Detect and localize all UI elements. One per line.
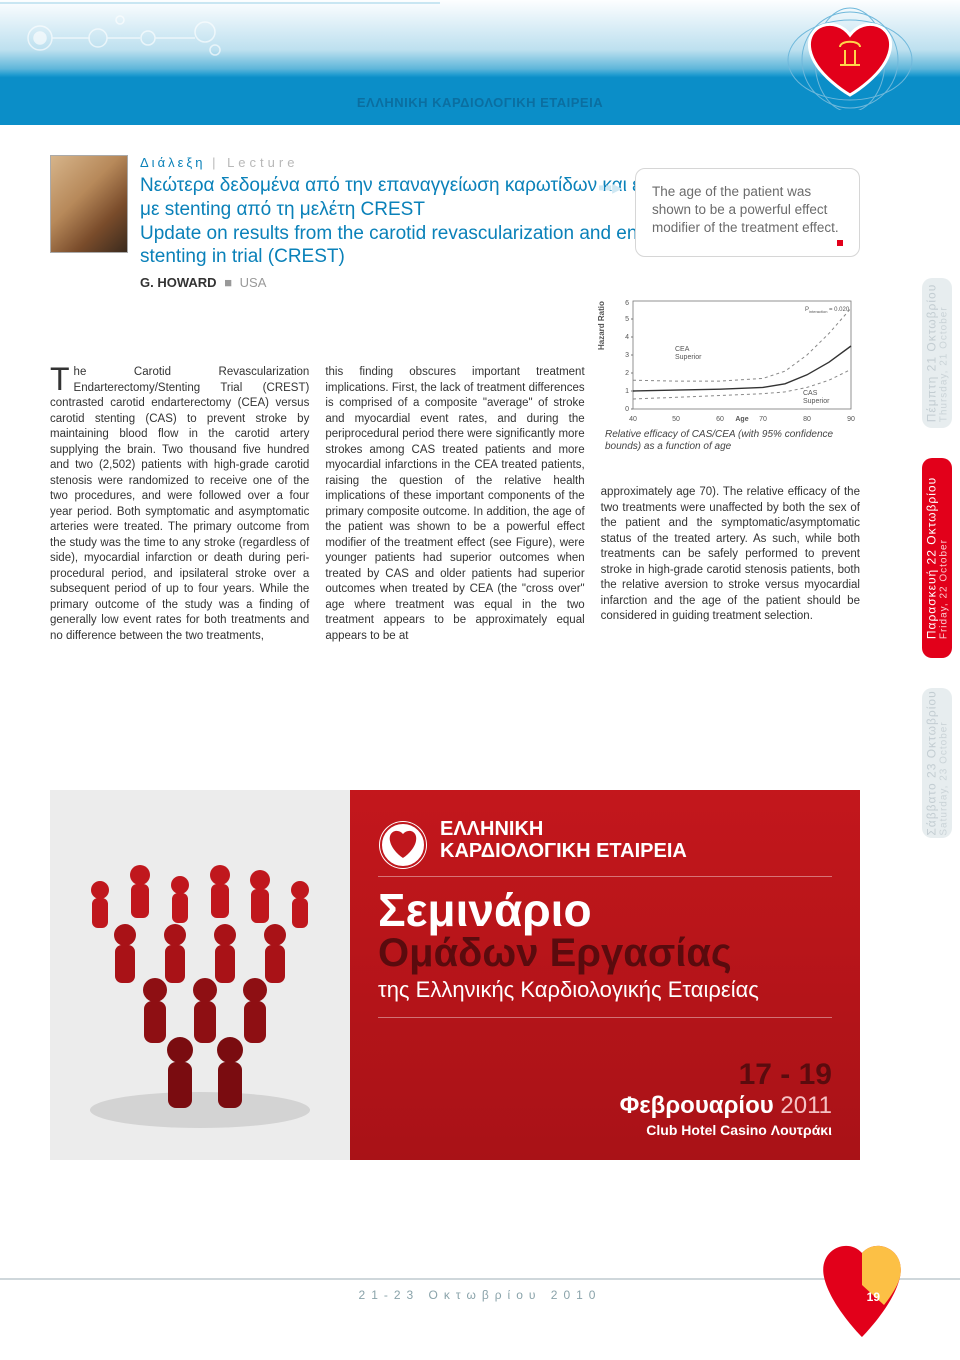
promo-society-line2: ΚΑΡΔΙΟΛΟΓΙΚΗ ΕΤΑΙΡΕΙΑ: [440, 840, 687, 862]
tab-friday-gr: Παρασκευή 22 Οκτωβρίου: [925, 477, 939, 639]
promo-date-range: 17 - 19: [620, 1058, 832, 1092]
tab-thursday-en: Thursday, 21 October: [939, 284, 950, 423]
promo-society-name: ΕΛΛΗΝΙΚΗ ΚΑΡΔΙΟΛΟΓΙΚΗ ΕΤΑΙΡΕΙΑ: [440, 818, 832, 862]
promo-date-month: Φεβρουαρίου: [620, 1092, 774, 1119]
decorative-circles-icon: [20, 8, 240, 68]
quote-end-dot-icon: [837, 240, 843, 246]
promo-headline-1: Σεμινάριο: [378, 887, 832, 933]
promo-society-line1: ΕΛΛΗΝΙΚΗ: [440, 818, 543, 840]
promo-text-panel: ΕΛΛΗΝΙΚΗ ΚΑΡΔΙΟΛΟΓΙΚΗ ΕΤΑΙΡΕΙΑ Σεμινάριο…: [350, 790, 860, 1160]
promo-emblem-icon: [378, 820, 428, 870]
svg-text:interaction: interaction: [809, 309, 827, 314]
eyebrow-separator: |: [212, 155, 227, 170]
seminar-promo-banner: ΕΛΛΗΝΙΚΗ ΚΑΡΔΙΟΛΟΓΙΚΗ ΕΤΑΙΡΕΙΑ Σεμινάριο…: [50, 790, 860, 1160]
author-photo: [50, 155, 128, 253]
svg-text:Superior: Superior: [675, 354, 702, 361]
tab-saturday-gr: Σάββατο 23 Οκτωβρίου: [925, 690, 939, 835]
tab-thursday[interactable]: Πέμπτη 21 Οκτωβρίου Thursday, 21 October: [922, 278, 952, 428]
date-tabs: Πέμπτη 21 Οκτωβρίου Thursday, 21 October…: [922, 278, 952, 838]
promo-venue: Club Hotel Casino Λουτράκι: [620, 1122, 832, 1138]
page-badge-heart-icon: [820, 1245, 905, 1340]
svg-text:5: 5: [625, 316, 629, 323]
promo-subline: της Ελληνικής Καρδιολογικής Εταιρείας: [378, 977, 832, 1003]
page-number: 19: [867, 1290, 880, 1304]
article-body: The Carotid Revascularization Endarterec…: [50, 365, 860, 644]
author-name: G. HOWARD: [140, 275, 217, 290]
promo-heart-graphic: [50, 790, 350, 1160]
promo-divider-2: [378, 1017, 832, 1018]
article-col-1: The Carotid Revascularization Endarterec…: [50, 365, 309, 644]
tab-friday-en: Friday, 22 October: [939, 477, 950, 639]
decorative-line: [0, 2, 440, 4]
society-name-header: ΕΛΛΗΝΙΚΗ ΚΑΡΔΙΟΛΟΓΙΚΗ ΕΤΑΙΡΕΙΑ: [0, 95, 960, 110]
promo-dates: 17 - 19 Φεβρουαρίου 2011 Club Hotel Casi…: [620, 1058, 832, 1138]
header-divider: [0, 118, 960, 124]
chart-y-label: Hazard Ratio: [597, 301, 606, 350]
promo-date-year: 2011: [780, 1092, 832, 1119]
article-byline: G. HOWARD ■ USA: [140, 275, 860, 290]
eyebrow-gr: Διάλεξη: [140, 155, 205, 170]
eyebrow-en: Lecture: [227, 155, 298, 170]
footer-dates: 21-23 Οκτωβρίου 2010: [0, 1288, 960, 1302]
footer-divider: [0, 1278, 960, 1280]
svg-text:4: 4: [625, 334, 629, 341]
svg-text:CEA: CEA: [675, 346, 690, 353]
article-col-3: approximately age 70). The relative effi…: [601, 365, 860, 644]
top-banner: ΕΛΛΗΝΙΚΗ ΚΑΡΔΙΟΛΟΓΙΚΗ ΕΤΑΙΡΕΙΑ: [0, 0, 960, 125]
svg-text:3: 3: [625, 352, 629, 359]
tab-friday[interactable]: Παρασκευή 22 Οκτωβρίου Friday, 22 Octobe…: [922, 458, 952, 658]
author-country: USA: [240, 275, 267, 290]
svg-text:6: 6: [625, 300, 629, 307]
tab-saturday[interactable]: Σάββατο 23 Οκτωβρίου Saturday, 23 Octobe…: [922, 688, 952, 838]
promo-divider: [378, 876, 832, 877]
author-flag: ■: [224, 275, 235, 290]
quote-arrow-icon: ▪▪▸: [598, 175, 622, 200]
pull-quote: The age of the patient was shown to be a…: [635, 168, 860, 257]
article-col-2: this finding obscures important treatmen…: [325, 365, 584, 644]
svg-text:= 0.020: = 0.020: [829, 307, 850, 313]
tab-saturday-en: Saturday, 23 October: [939, 690, 950, 835]
tab-thursday-gr: Πέμπτη 21 Οκτωβρίου: [925, 284, 939, 423]
pull-quote-text: The age of the patient was shown to be a…: [652, 184, 839, 235]
promo-headline-2: Ομάδων Εργασίας: [378, 933, 832, 973]
